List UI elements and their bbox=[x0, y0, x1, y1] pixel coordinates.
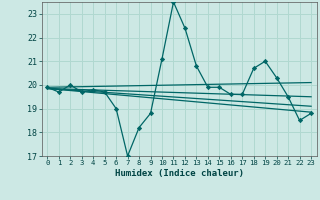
X-axis label: Humidex (Indice chaleur): Humidex (Indice chaleur) bbox=[115, 169, 244, 178]
